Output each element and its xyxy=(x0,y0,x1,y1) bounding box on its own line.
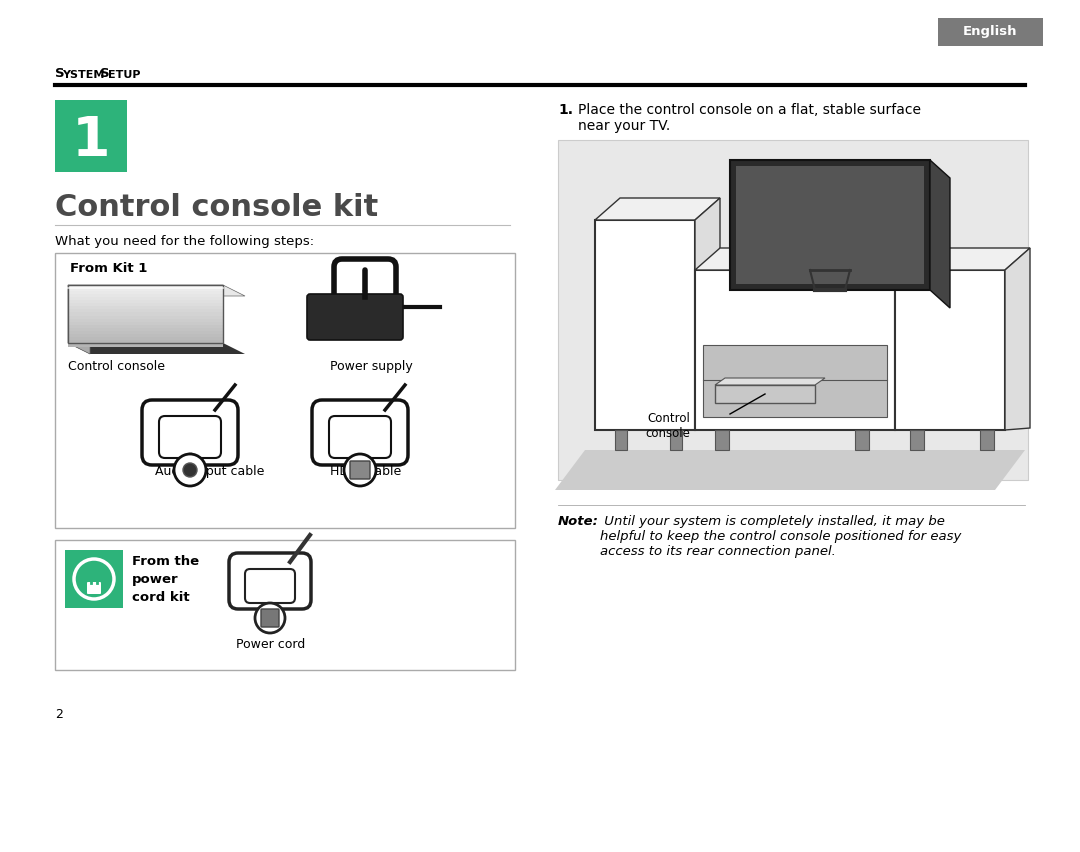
FancyBboxPatch shape xyxy=(68,340,222,343)
FancyBboxPatch shape xyxy=(350,461,370,479)
FancyBboxPatch shape xyxy=(68,322,222,325)
FancyBboxPatch shape xyxy=(261,609,279,627)
FancyBboxPatch shape xyxy=(715,385,815,403)
Polygon shape xyxy=(980,430,994,450)
Text: From Kit 1: From Kit 1 xyxy=(70,262,147,275)
FancyBboxPatch shape xyxy=(939,18,1043,46)
FancyBboxPatch shape xyxy=(55,100,127,172)
Text: What you need for the following steps:: What you need for the following steps: xyxy=(55,235,314,248)
FancyBboxPatch shape xyxy=(68,319,222,322)
FancyBboxPatch shape xyxy=(307,294,403,340)
FancyBboxPatch shape xyxy=(696,270,895,430)
Text: ETUP: ETUP xyxy=(108,70,140,80)
FancyBboxPatch shape xyxy=(55,540,515,670)
FancyBboxPatch shape xyxy=(558,140,1028,480)
Circle shape xyxy=(255,603,285,633)
FancyBboxPatch shape xyxy=(159,416,221,458)
Text: Power supply: Power supply xyxy=(330,360,413,373)
Polygon shape xyxy=(895,248,1030,270)
Polygon shape xyxy=(855,430,869,450)
Polygon shape xyxy=(930,160,950,308)
Text: Control
console: Control console xyxy=(645,412,690,440)
Text: From the
power
cord kit: From the power cord kit xyxy=(132,555,199,604)
Polygon shape xyxy=(595,198,720,220)
Text: YSTEM: YSTEM xyxy=(62,70,105,80)
FancyBboxPatch shape xyxy=(735,166,924,284)
FancyBboxPatch shape xyxy=(68,300,222,304)
Text: Until your system is completely installed, it may be
helpful to keep the control: Until your system is completely installe… xyxy=(600,515,961,558)
Polygon shape xyxy=(1005,248,1030,430)
Circle shape xyxy=(174,454,206,486)
Text: English: English xyxy=(963,26,1017,38)
FancyBboxPatch shape xyxy=(68,315,222,320)
FancyBboxPatch shape xyxy=(68,343,222,347)
Text: 2: 2 xyxy=(55,708,63,721)
FancyBboxPatch shape xyxy=(68,297,222,301)
Text: Power cord: Power cord xyxy=(237,638,306,651)
FancyBboxPatch shape xyxy=(595,220,696,430)
FancyBboxPatch shape xyxy=(68,337,222,341)
Text: Control console: Control console xyxy=(68,360,165,373)
Polygon shape xyxy=(68,285,90,354)
FancyBboxPatch shape xyxy=(68,303,222,307)
Text: Control console kit: Control console kit xyxy=(55,193,378,222)
Polygon shape xyxy=(895,248,920,430)
Text: Place the control console on a flat, stable surface: Place the control console on a flat, sta… xyxy=(578,103,921,117)
FancyBboxPatch shape xyxy=(68,288,222,291)
Polygon shape xyxy=(715,430,729,450)
FancyBboxPatch shape xyxy=(68,334,222,337)
FancyBboxPatch shape xyxy=(87,582,102,594)
FancyBboxPatch shape xyxy=(895,270,1005,430)
Polygon shape xyxy=(696,248,920,270)
FancyBboxPatch shape xyxy=(703,345,887,417)
FancyBboxPatch shape xyxy=(730,160,930,290)
FancyBboxPatch shape xyxy=(65,550,123,608)
Polygon shape xyxy=(68,285,245,296)
FancyBboxPatch shape xyxy=(68,325,222,328)
FancyBboxPatch shape xyxy=(68,331,222,334)
Polygon shape xyxy=(715,378,825,385)
Text: 1: 1 xyxy=(71,114,110,168)
Polygon shape xyxy=(670,430,681,450)
Text: HDMI cable: HDMI cable xyxy=(330,465,402,478)
Polygon shape xyxy=(910,430,924,450)
Text: 1.: 1. xyxy=(558,103,573,117)
FancyBboxPatch shape xyxy=(329,416,391,458)
Polygon shape xyxy=(696,198,720,430)
FancyBboxPatch shape xyxy=(68,313,222,316)
Polygon shape xyxy=(615,430,627,450)
Text: S: S xyxy=(100,67,110,80)
Circle shape xyxy=(345,454,376,486)
Circle shape xyxy=(183,463,197,477)
FancyBboxPatch shape xyxy=(55,253,515,528)
Text: Audio input cable: Audio input cable xyxy=(156,465,265,478)
FancyBboxPatch shape xyxy=(68,307,222,310)
Polygon shape xyxy=(68,343,245,354)
Text: near your TV.: near your TV. xyxy=(578,119,671,133)
Text: Note:: Note: xyxy=(558,515,599,528)
FancyBboxPatch shape xyxy=(245,569,295,603)
FancyBboxPatch shape xyxy=(68,285,222,289)
FancyBboxPatch shape xyxy=(68,328,222,331)
Polygon shape xyxy=(555,450,1025,490)
FancyBboxPatch shape xyxy=(68,291,222,295)
FancyBboxPatch shape xyxy=(68,294,222,297)
Text: S: S xyxy=(55,67,65,80)
FancyBboxPatch shape xyxy=(68,309,222,313)
